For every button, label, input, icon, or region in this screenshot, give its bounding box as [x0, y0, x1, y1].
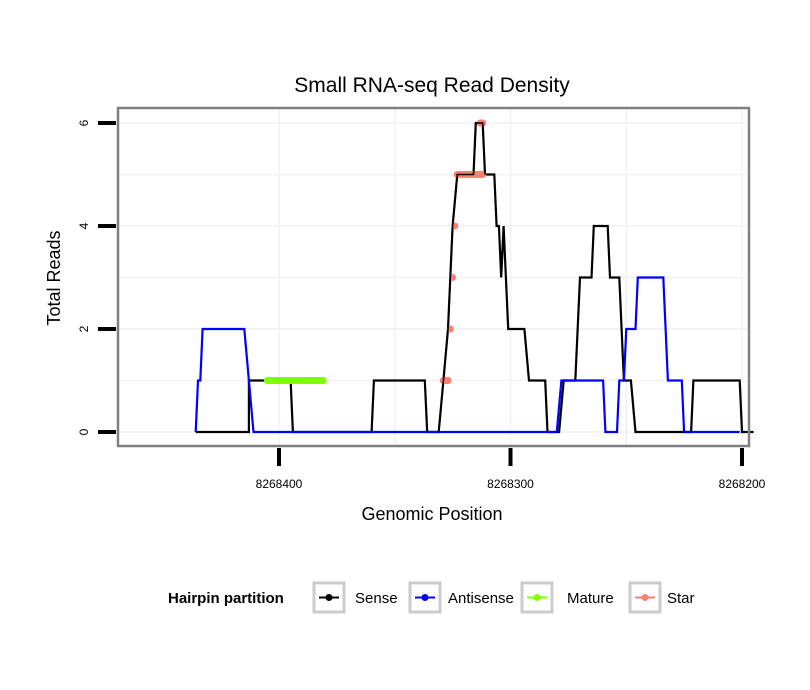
y-tick-label: 4 [77, 222, 91, 229]
legend-item-star: Star [628, 581, 695, 614]
legend-label: Mature [567, 590, 614, 607]
legend-item-antisense: Antisense [408, 581, 514, 614]
legend-title: Hairpin partition [168, 590, 284, 607]
point-mature [263, 377, 271, 384]
legend-item-mature: Mature [520, 581, 614, 614]
legend-label: Star [667, 590, 695, 607]
series-sense [195, 121, 754, 434]
plot-area [194, 119, 754, 434]
line-antisense [194, 276, 740, 434]
x-axis: 8268400 8268300 8268200 [256, 448, 766, 491]
legend-key-point [641, 594, 649, 601]
x-tick-label: 8268400 [256, 477, 303, 491]
y-tick-label: 2 [77, 325, 91, 332]
plot-border [116, 106, 751, 448]
legend-key-point [325, 594, 333, 601]
line-sense [195, 121, 754, 434]
y-tick-label: 0 [77, 428, 91, 435]
point-mature [319, 377, 327, 384]
point-mature [287, 377, 295, 384]
y-axis-title: Total Reads [44, 230, 64, 325]
legend-key-point [421, 594, 429, 601]
series-mature [263, 377, 327, 384]
legend-label: Sense [355, 590, 398, 607]
chart-title: Small RNA-seq Read Density [294, 74, 570, 97]
point-star [444, 377, 452, 384]
legend-item-sense: Sense [312, 581, 398, 614]
x-tick-label: 8268200 [719, 477, 766, 491]
x-axis-title: Genomic Position [361, 504, 502, 524]
legend: Hairpin partition Sense Antisense Mature St… [168, 581, 695, 614]
x-tick-label: 8268300 [487, 477, 534, 491]
point-mature [310, 377, 318, 384]
y-axis: 0 2 4 6 [77, 119, 116, 435]
legend-key-point [533, 594, 541, 601]
y-tick-label: 6 [77, 119, 91, 126]
series-antisense [194, 276, 740, 434]
line-sense-overlay [437, 122, 486, 433]
legend-label: Antisense [448, 590, 514, 607]
